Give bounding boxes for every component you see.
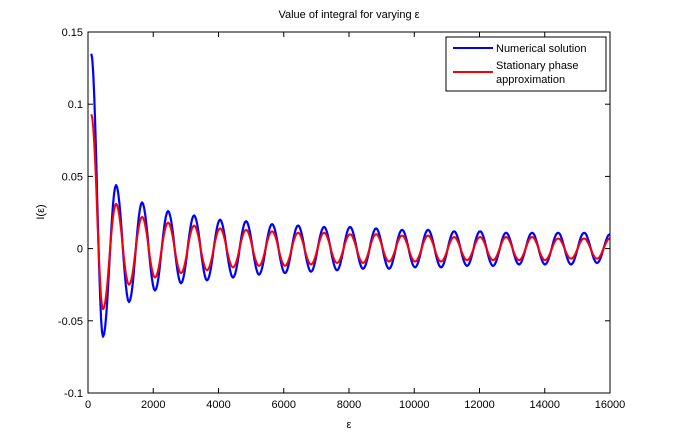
y-tick-label: 0 <box>77 244 83 256</box>
legend-label-numerical: Numerical solution <box>496 43 586 55</box>
y-tick-label: 0.05 <box>62 171 83 183</box>
x-tick-label: 12000 <box>464 399 495 411</box>
y-tick-label: -0.05 <box>58 316 83 328</box>
y-axis-label: I(ε) <box>35 204 47 219</box>
x-tick-label: 16000 <box>595 399 626 411</box>
legend: Numerical solution Stationary phase appr… <box>445 36 607 92</box>
x-tick-label: 0 <box>85 399 91 411</box>
x-axis-label: ε <box>347 419 352 431</box>
y-tick-label: 0.1 <box>68 99 83 111</box>
x-tick-label: 2000 <box>141 399 165 411</box>
y-tick-label: -0.1 <box>64 388 83 400</box>
x-tick-label: 8000 <box>337 399 361 411</box>
chart-title: Value of integral for varying ε <box>278 9 419 21</box>
series-stationary-phase-line <box>90 114 611 311</box>
x-tick-label: 6000 <box>272 399 296 411</box>
x-tick-label: 4000 <box>206 399 230 411</box>
x-tick-label: 10000 <box>399 399 430 411</box>
series-numerical-solution-line <box>90 53 611 338</box>
legend-label-stationary-line2: approximation <box>496 74 565 86</box>
axes-box <box>87 31 611 394</box>
legend-box <box>445 36 607 92</box>
legend-label-stationary-line1: Stationary phase <box>496 60 579 72</box>
y-tick-label: 0.15 <box>62 27 83 39</box>
x-tick-label: 14000 <box>529 399 560 411</box>
